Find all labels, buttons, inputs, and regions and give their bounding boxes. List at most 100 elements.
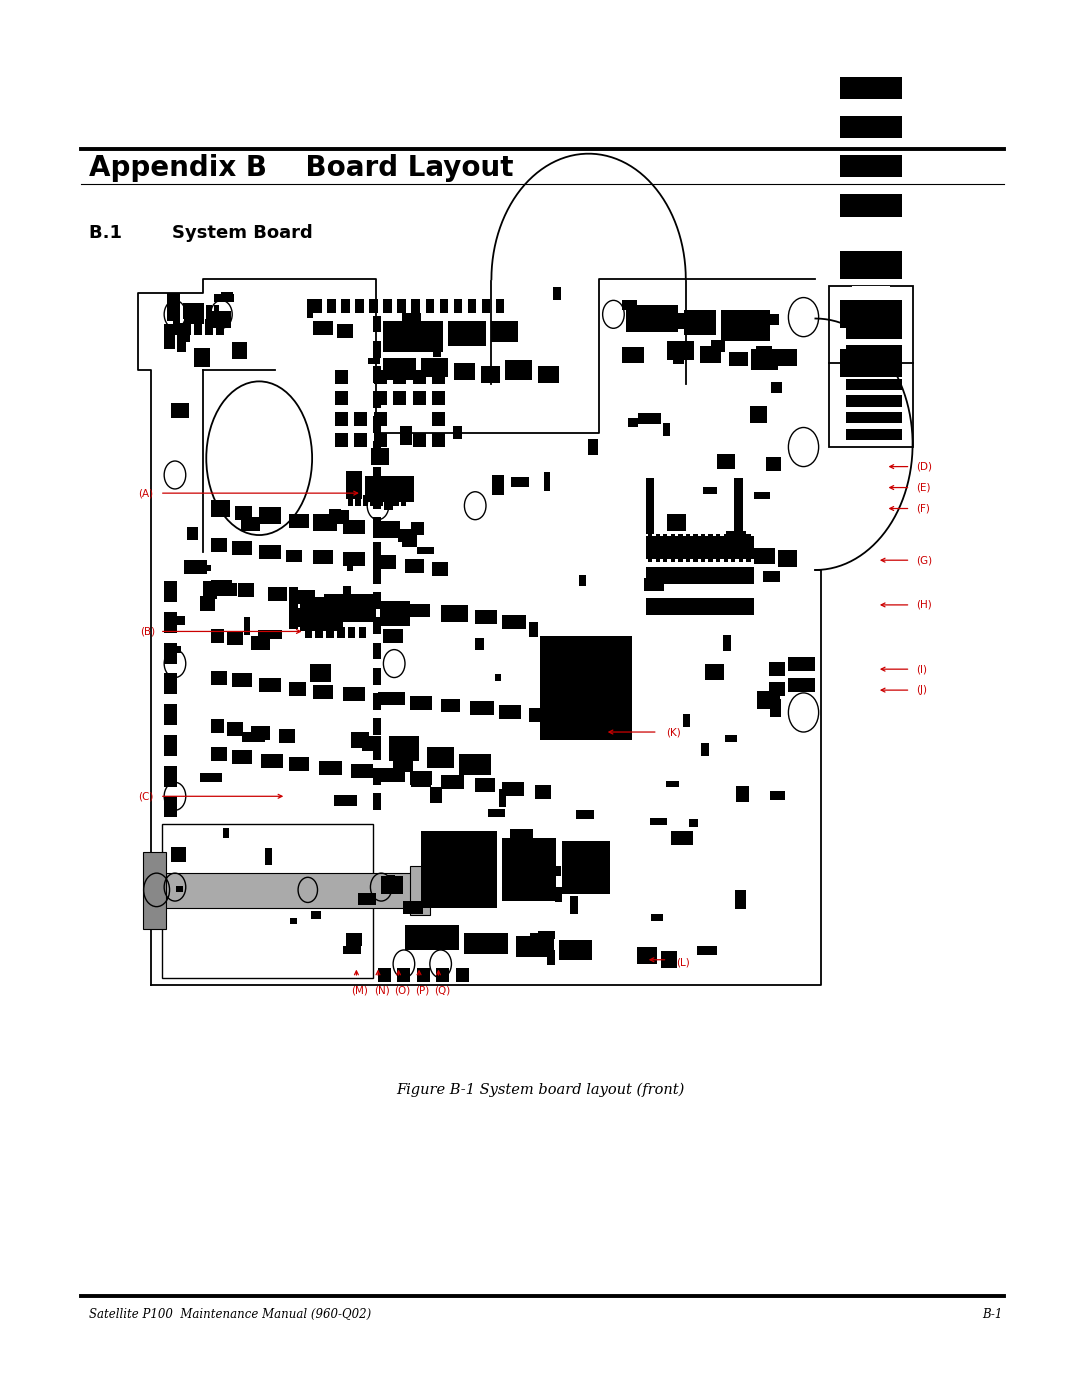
- Bar: [279, 729, 295, 743]
- Bar: [410, 696, 432, 710]
- Bar: [265, 848, 271, 865]
- Bar: [697, 946, 717, 956]
- Bar: [214, 293, 233, 302]
- Bar: [708, 542, 719, 549]
- Bar: [750, 405, 767, 423]
- Bar: [329, 509, 340, 522]
- Bar: [622, 346, 644, 363]
- Bar: [731, 531, 743, 542]
- Bar: [354, 433, 367, 447]
- Bar: [373, 567, 381, 584]
- Bar: [372, 447, 389, 465]
- Bar: [373, 743, 381, 760]
- Bar: [337, 324, 353, 338]
- Bar: [214, 305, 219, 324]
- Bar: [373, 592, 381, 609]
- Bar: [432, 391, 445, 405]
- Bar: [475, 638, 484, 650]
- Bar: [729, 352, 748, 366]
- Bar: [355, 299, 364, 313]
- Bar: [211, 629, 224, 643]
- Bar: [359, 893, 376, 905]
- Bar: [700, 346, 721, 363]
- Bar: [286, 550, 302, 562]
- Bar: [268, 587, 287, 601]
- Bar: [348, 495, 353, 506]
- Bar: [693, 534, 698, 562]
- Bar: [846, 328, 902, 339]
- Bar: [194, 319, 202, 335]
- Bar: [540, 636, 632, 740]
- Bar: [778, 550, 797, 567]
- Bar: [627, 419, 638, 426]
- Bar: [378, 968, 391, 982]
- Bar: [351, 732, 368, 749]
- Bar: [334, 795, 356, 806]
- Bar: [840, 300, 902, 328]
- Bar: [343, 587, 351, 604]
- Bar: [701, 534, 705, 562]
- Bar: [846, 362, 902, 373]
- Bar: [373, 341, 381, 358]
- Bar: [383, 629, 403, 643]
- Text: (C): (C): [138, 791, 153, 802]
- Bar: [757, 692, 780, 710]
- Bar: [373, 316, 381, 332]
- Bar: [365, 476, 414, 502]
- Bar: [374, 412, 387, 426]
- Bar: [211, 580, 232, 594]
- Bar: [300, 597, 343, 631]
- Bar: [380, 601, 410, 626]
- Bar: [646, 567, 754, 584]
- Bar: [405, 925, 459, 950]
- Bar: [164, 673, 177, 694]
- Bar: [678, 534, 683, 562]
- Bar: [194, 348, 210, 367]
- Bar: [373, 441, 381, 458]
- Bar: [529, 933, 543, 947]
- Bar: [313, 514, 337, 531]
- Bar: [351, 764, 373, 778]
- Bar: [454, 363, 475, 380]
- Bar: [346, 471, 362, 499]
- Bar: [211, 538, 227, 552]
- Bar: [496, 299, 504, 313]
- Bar: [348, 627, 355, 638]
- Bar: [726, 531, 746, 543]
- Bar: [539, 932, 555, 939]
- Bar: [373, 467, 381, 483]
- Bar: [216, 319, 224, 335]
- Bar: [402, 529, 417, 546]
- Bar: [258, 630, 282, 640]
- Bar: [650, 914, 662, 921]
- Bar: [579, 576, 586, 585]
- Bar: [548, 950, 554, 965]
- Text: (P): (P): [415, 985, 429, 996]
- Bar: [754, 548, 775, 564]
- Bar: [766, 457, 781, 471]
- Bar: [347, 564, 353, 570]
- Bar: [529, 622, 538, 637]
- Bar: [308, 299, 313, 319]
- Bar: [459, 754, 491, 775]
- Bar: [200, 597, 215, 610]
- Bar: [456, 968, 469, 982]
- Bar: [289, 757, 309, 771]
- Bar: [433, 344, 441, 356]
- Bar: [373, 643, 381, 659]
- Bar: [373, 521, 400, 538]
- Bar: [411, 299, 420, 313]
- Bar: [648, 534, 652, 562]
- Bar: [403, 901, 422, 915]
- Bar: [200, 773, 221, 782]
- Bar: [373, 391, 381, 408]
- Bar: [164, 643, 177, 664]
- Bar: [432, 433, 445, 447]
- Bar: [671, 534, 675, 562]
- Bar: [380, 601, 402, 615]
- Bar: [734, 478, 743, 534]
- Bar: [637, 414, 661, 425]
- Bar: [164, 704, 177, 725]
- Bar: [441, 775, 464, 789]
- Bar: [529, 708, 549, 722]
